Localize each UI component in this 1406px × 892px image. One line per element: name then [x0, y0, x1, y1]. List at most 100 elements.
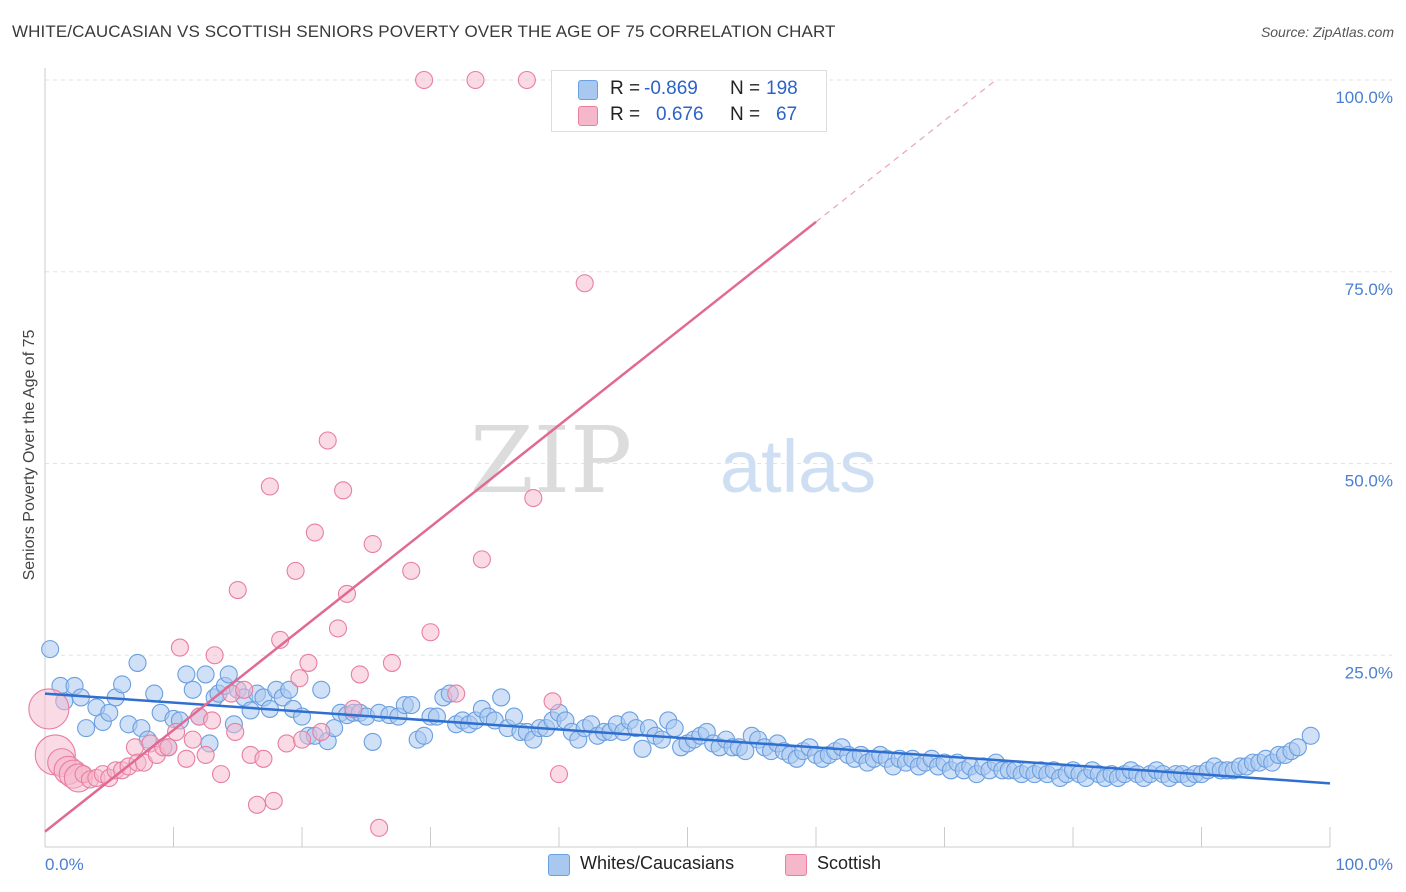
whites-point [312, 680, 331, 699]
scottish-trend-line [44, 220, 817, 833]
legend-swatch-scottish [578, 106, 598, 126]
scottish-point [203, 711, 222, 730]
whites-point [128, 653, 147, 672]
scottish-point [447, 684, 466, 703]
scottish-point [299, 653, 318, 672]
whites-trend-line [44, 692, 1331, 785]
legend-n-value: 67 [776, 104, 798, 125]
scottish-point [472, 550, 491, 569]
x-tick-labels: 0.0% 100.0% [45, 855, 1393, 874]
series-scottish-points [28, 70, 819, 837]
scottish-point [125, 738, 144, 757]
whites-point [77, 719, 96, 738]
whites-point [41, 640, 60, 659]
whites-point [280, 680, 299, 699]
legend-swatch-scottish [785, 854, 807, 876]
whites-point [145, 684, 164, 703]
legend-swatch-whites [548, 854, 570, 876]
y-axis-label: Seniors Poverty Over the Age of 75 [21, 330, 38, 581]
scottish-point [286, 561, 305, 580]
scottish-point [517, 70, 536, 90]
chart-title: WHITE/CAUCASIAN VS SCOTTISH SENIORS POVE… [12, 22, 836, 41]
grid-lines [45, 79, 1392, 656]
legend-r-label: R = [610, 78, 641, 99]
watermark-atlas: atlas [720, 425, 876, 508]
watermark-zip: ZIP [470, 407, 632, 514]
whites-point [241, 701, 260, 720]
whites-point [504, 707, 524, 726]
whites-point [633, 739, 652, 758]
scottish-point [543, 692, 562, 711]
watermark: ZIP atlas [470, 407, 876, 514]
scottish-trend-extension [815, 79, 997, 223]
scottish-point [344, 699, 363, 718]
scottish-point [363, 534, 382, 554]
x-tick-label: 100.0% [1335, 855, 1393, 874]
correlation-legend: R = -0.869 N = 198 R = 0.676 N = 67 [551, 70, 827, 132]
whites-point [196, 665, 215, 684]
scottish-point [575, 274, 594, 293]
scottish-point [402, 561, 421, 580]
scottish-point [228, 581, 247, 600]
scottish-point [260, 477, 279, 496]
scottish-point [350, 665, 369, 684]
legend-n-value: 198 [766, 78, 798, 99]
x-tick-label: 0.0% [45, 855, 84, 874]
y-tick-label: 50.0% [1345, 472, 1393, 491]
legend-r-value: 0.676 [656, 104, 704, 125]
y-tick-label: 25.0% [1345, 663, 1393, 682]
scottish-point [415, 70, 434, 90]
source-label: Source: ZipAtlas.com [1260, 24, 1394, 40]
legend-r-label: R = [610, 104, 641, 125]
scottish-point [254, 749, 273, 768]
scottish-point [264, 791, 283, 811]
whites-point [113, 675, 132, 694]
whites-point [665, 719, 684, 738]
scottish-point [334, 481, 353, 500]
series-whites-points [41, 640, 1320, 788]
scottish-point [549, 765, 569, 784]
scottish-point [247, 795, 267, 814]
y-tick-label: 100.0% [1335, 88, 1393, 107]
scottish-point [177, 749, 196, 768]
scottish-point [524, 488, 543, 508]
whites-point [1301, 726, 1320, 745]
whites-point [402, 696, 421, 715]
legend-n-label: N = [730, 78, 761, 99]
scottish-point [183, 730, 202, 749]
whites-point [363, 732, 382, 751]
legend-swatch-whites [578, 80, 598, 100]
legend-r-value: -0.869 [644, 78, 698, 99]
scottish-point [312, 722, 331, 742]
scottish-point [205, 646, 224, 665]
scottish-point [290, 669, 309, 688]
whites-point [219, 665, 238, 684]
y-tick-labels: 100.0% 75.0% 50.0% 25.0% [1335, 88, 1393, 682]
scottish-point [226, 722, 245, 742]
y-tick-label: 75.0% [1345, 280, 1393, 299]
scottish-point [235, 680, 254, 699]
legend-row-scottish: R = 0.676 N = 67 [552, 101, 826, 127]
scottish-point [466, 70, 485, 90]
whites-point [183, 680, 202, 699]
scottish-point [196, 745, 215, 765]
scottish-point [318, 431, 337, 450]
scottish-point [28, 688, 70, 730]
whites-point [415, 726, 434, 745]
scottish-point [382, 653, 402, 672]
legend-n-label: N = [730, 104, 761, 125]
scottish-point [167, 722, 186, 742]
whites-point [492, 688, 511, 707]
scottish-point [328, 619, 348, 638]
scottish-point [421, 623, 440, 642]
scottish-point [159, 738, 178, 757]
whites-point [1288, 738, 1307, 757]
scottish-point [211, 765, 231, 784]
scottish-point [277, 734, 296, 753]
series-legend: Whites/Caucasians Scottish [0, 852, 1406, 878]
scottish-point [292, 730, 312, 749]
trend-lines [44, 79, 1331, 833]
legend-row-whites: R = -0.869 N = 198 [552, 75, 826, 101]
whites-point [100, 703, 119, 722]
